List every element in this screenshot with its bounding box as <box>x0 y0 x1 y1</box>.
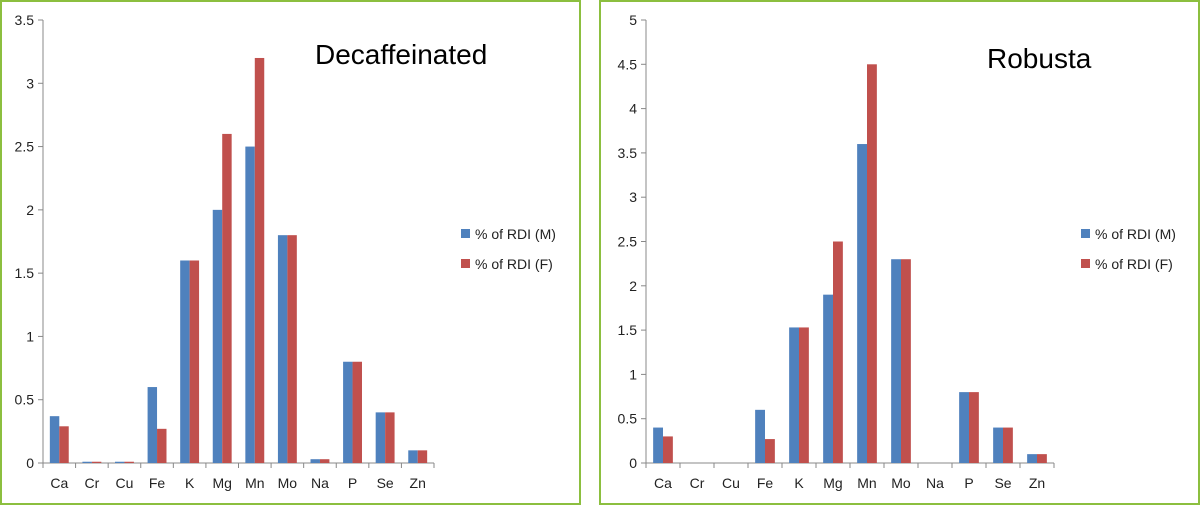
bar-m-mn <box>857 144 867 464</box>
chart-panel-robusta: 0 0.5 1 1.5 2 2.5 3 3.5 4 4.5 5 Ca Cr Cu Fe K Mg Mn Mo Na P S… <box>599 0 1200 505</box>
bar-f-fe <box>157 428 167 463</box>
bar-f-mn <box>254 57 265 463</box>
bar-m-na <box>310 459 320 463</box>
bar-m-k <box>180 260 190 463</box>
legend-swatch-f <box>1081 259 1090 268</box>
x-category-label: Fe <box>149 475 166 491</box>
y-tick-label: 1 <box>26 328 34 344</box>
legend-swatch-m <box>461 229 470 238</box>
x-category-label: Mg <box>823 475 842 491</box>
x-category-label: P <box>348 475 357 491</box>
bar-f-ca <box>59 426 69 463</box>
y-tick-label: 0 <box>26 455 34 471</box>
legend-label-f: % of RDI (F) <box>1095 256 1173 272</box>
x-category-label: Se <box>994 475 1011 491</box>
x-category-label: Mo <box>278 475 298 491</box>
x-category-label: Mn <box>245 475 264 491</box>
bar-m-se <box>993 427 1003 463</box>
y-tick-label: 2 <box>26 202 34 218</box>
x-category-label: Na <box>926 475 944 491</box>
x-category-label: Zn <box>1029 475 1045 491</box>
bar-m-mo <box>277 235 288 463</box>
x-category-label: Zn <box>410 475 426 491</box>
chart-title: Decaffeinated <box>315 39 487 70</box>
y-tick-label: 3 <box>629 189 637 205</box>
y-tick-label: 0.5 <box>15 392 35 408</box>
y-tick-label: 4.5 <box>618 56 638 72</box>
x-category-label: Cu <box>722 475 740 491</box>
bar-f-mo <box>901 259 911 463</box>
bar-f-cr <box>91 461 102 463</box>
bar-m-k <box>789 327 799 463</box>
bar-f-p <box>969 392 979 463</box>
x-category-label: Cr <box>84 475 99 491</box>
bar-f-na <box>319 459 330 463</box>
y-tick-label: 1.5 <box>618 322 638 338</box>
x-category-label: Na <box>311 475 329 491</box>
y-tick-label: 0.5 <box>618 411 638 427</box>
bar-f-zn <box>1037 454 1047 463</box>
chart-decaffeinated: 0 0.5 1 1.5 2 2.5 3 3.5 Ca Cr Cu Fe K Mg Mn Mo Na P Se Zn De… <box>15 12 556 491</box>
bar-f-p <box>352 361 362 463</box>
bar-m-mo <box>891 259 901 463</box>
y-tick-label: 0 <box>629 455 637 471</box>
bar-f-zn <box>417 450 428 463</box>
bar-f-mo <box>287 235 297 463</box>
legend-label-m: % of RDI (M) <box>475 226 556 242</box>
bar-f-k <box>189 260 200 463</box>
legend-swatch-f <box>461 259 470 268</box>
bar-f-mg <box>222 133 232 463</box>
x-category-label: Fe <box>757 475 774 491</box>
x-category-label: K <box>794 475 804 491</box>
bar-m-zn <box>1027 454 1037 463</box>
bar-f-fe <box>765 439 775 463</box>
x-category-label: Se <box>377 475 394 491</box>
y-tick-label: 4 <box>629 101 637 117</box>
x-category-label: Cr <box>690 475 705 491</box>
x-category-label: Mn <box>857 475 876 491</box>
x-category-label: K <box>185 475 195 491</box>
legend-label-f: % of RDI (F) <box>475 256 553 272</box>
y-tick-label: 1.5 <box>15 265 35 281</box>
bar-m-p <box>343 361 353 463</box>
bar-f-mn <box>867 64 877 464</box>
bar-m-fe <box>755 409 765 463</box>
bar-m-cr <box>82 461 92 463</box>
chart-panel-decaffeinated: 0 0.5 1 1.5 2 2.5 3 3.5 Ca Cr Cu Fe K Mg Mn Mo Na P Se Zn De… <box>0 0 581 505</box>
legend-label-m: % of RDI (M) <box>1095 226 1176 242</box>
y-tick-label: 2.5 <box>618 234 638 250</box>
y-tick-label: 2.5 <box>15 139 35 155</box>
bar-m-ca <box>653 427 663 463</box>
x-category-label: Cu <box>116 475 134 491</box>
x-category-label: Mo <box>891 475 911 491</box>
bar-m-p <box>959 392 969 463</box>
y-tick-label: 3 <box>26 75 34 91</box>
x-category-label: P <box>964 475 973 491</box>
x-category-label: Ca <box>654 475 672 491</box>
chart-robusta: 0 0.5 1 1.5 2 2.5 3 3.5 4 4.5 5 Ca Cr Cu Fe K Mg Mn Mo Na P S… <box>618 12 1176 491</box>
bar-m-ca <box>49 416 60 463</box>
bar-f-se <box>385 412 395 463</box>
x-category-label: Mg <box>212 475 231 491</box>
bar-f-k <box>799 327 809 463</box>
bar-m-se <box>375 412 386 463</box>
bar-m-cu <box>115 461 125 463</box>
y-tick-label: 5 <box>629 12 637 28</box>
y-tick-label: 2 <box>629 278 637 294</box>
bar-f-ca <box>663 436 673 463</box>
bar-f-cu <box>124 461 134 463</box>
bar-m-mg <box>212 209 223 463</box>
y-tick-label: 1 <box>629 366 637 382</box>
chart-title: Robusta <box>987 43 1092 74</box>
bar-f-se <box>1003 427 1013 463</box>
legend-swatch-m <box>1081 229 1090 238</box>
x-category-label: Ca <box>50 475 68 491</box>
bar-m-mg <box>823 294 833 463</box>
bar-m-mn <box>245 146 255 464</box>
y-tick-label: 3.5 <box>15 12 35 28</box>
y-tick-label: 3.5 <box>618 145 638 161</box>
bar-m-fe <box>147 387 158 463</box>
bar-f-mg <box>833 241 843 463</box>
bar-m-zn <box>408 450 418 463</box>
